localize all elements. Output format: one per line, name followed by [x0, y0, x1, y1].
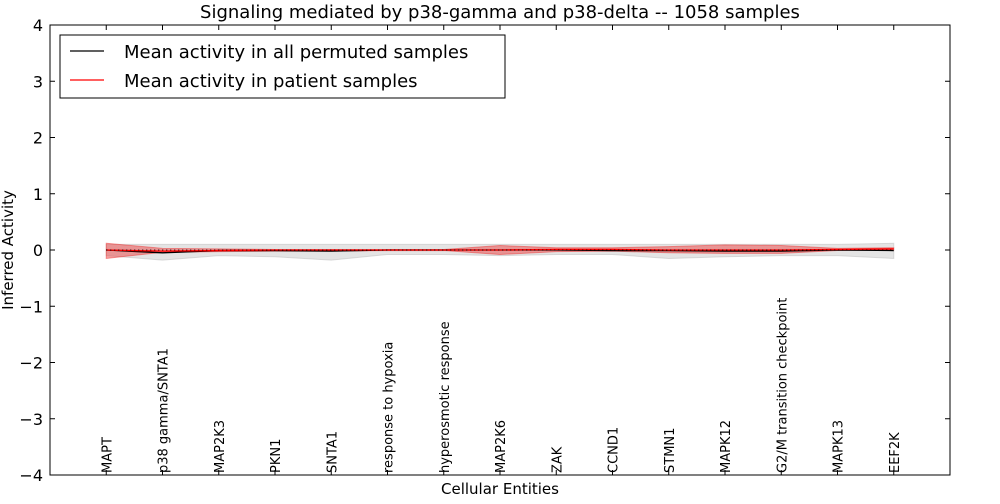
y-tick-label: 4 — [33, 16, 43, 35]
x-tick-label: ZAK — [550, 446, 565, 473]
y-axis-label: Inferred Activity — [0, 190, 17, 310]
y-tick-label: 1 — [33, 185, 43, 204]
x-tick-label: hyperosmotic response — [438, 321, 453, 473]
x-tick-label: EEF2K — [888, 432, 903, 473]
x-tick-label: MAP2K6 — [494, 420, 509, 473]
legend: Mean activity in all permuted samples Me… — [59, 34, 506, 99]
x-tick-label: MAP2K3 — [213, 420, 228, 473]
x-tick-label: G2/M transition checkpoint — [775, 298, 790, 473]
y-tick-label: −1 — [19, 297, 43, 316]
x-tick-label: MAPK12 — [719, 420, 734, 473]
chart-title: Signaling mediated by p38-gamma and p38-… — [200, 2, 800, 23]
legend-box — [59, 34, 506, 99]
x-tick-label: PKN1 — [269, 439, 284, 473]
x-axis-label: Cellular Entities — [441, 480, 559, 498]
y-tick-label: 2 — [33, 129, 43, 148]
x-tick-label: MAPT — [100, 437, 115, 473]
x-tick-label: p38 gamma/SNTA1 — [157, 348, 172, 473]
legend-label-patient: Mean activity in patient samples — [124, 71, 418, 92]
x-tick-label: MAPK13 — [832, 420, 847, 473]
y-tick-label: −4 — [19, 466, 43, 485]
x-tick-label: STMN1 — [663, 428, 678, 473]
y-tick-label: −3 — [19, 410, 43, 429]
x-tick-label: response to hypoxia — [382, 342, 397, 473]
y-tick-label: 0 — [33, 241, 43, 260]
x-tick-label: CCND1 — [607, 427, 622, 473]
y-tick-label: −2 — [19, 354, 43, 373]
x-tick-label: SNTA1 — [325, 431, 340, 473]
confidence-band-permuted — [105, 242, 895, 261]
legend-label-permuted: Mean activity in all permuted samples — [124, 42, 468, 63]
y-tick-label: 3 — [33, 72, 43, 91]
